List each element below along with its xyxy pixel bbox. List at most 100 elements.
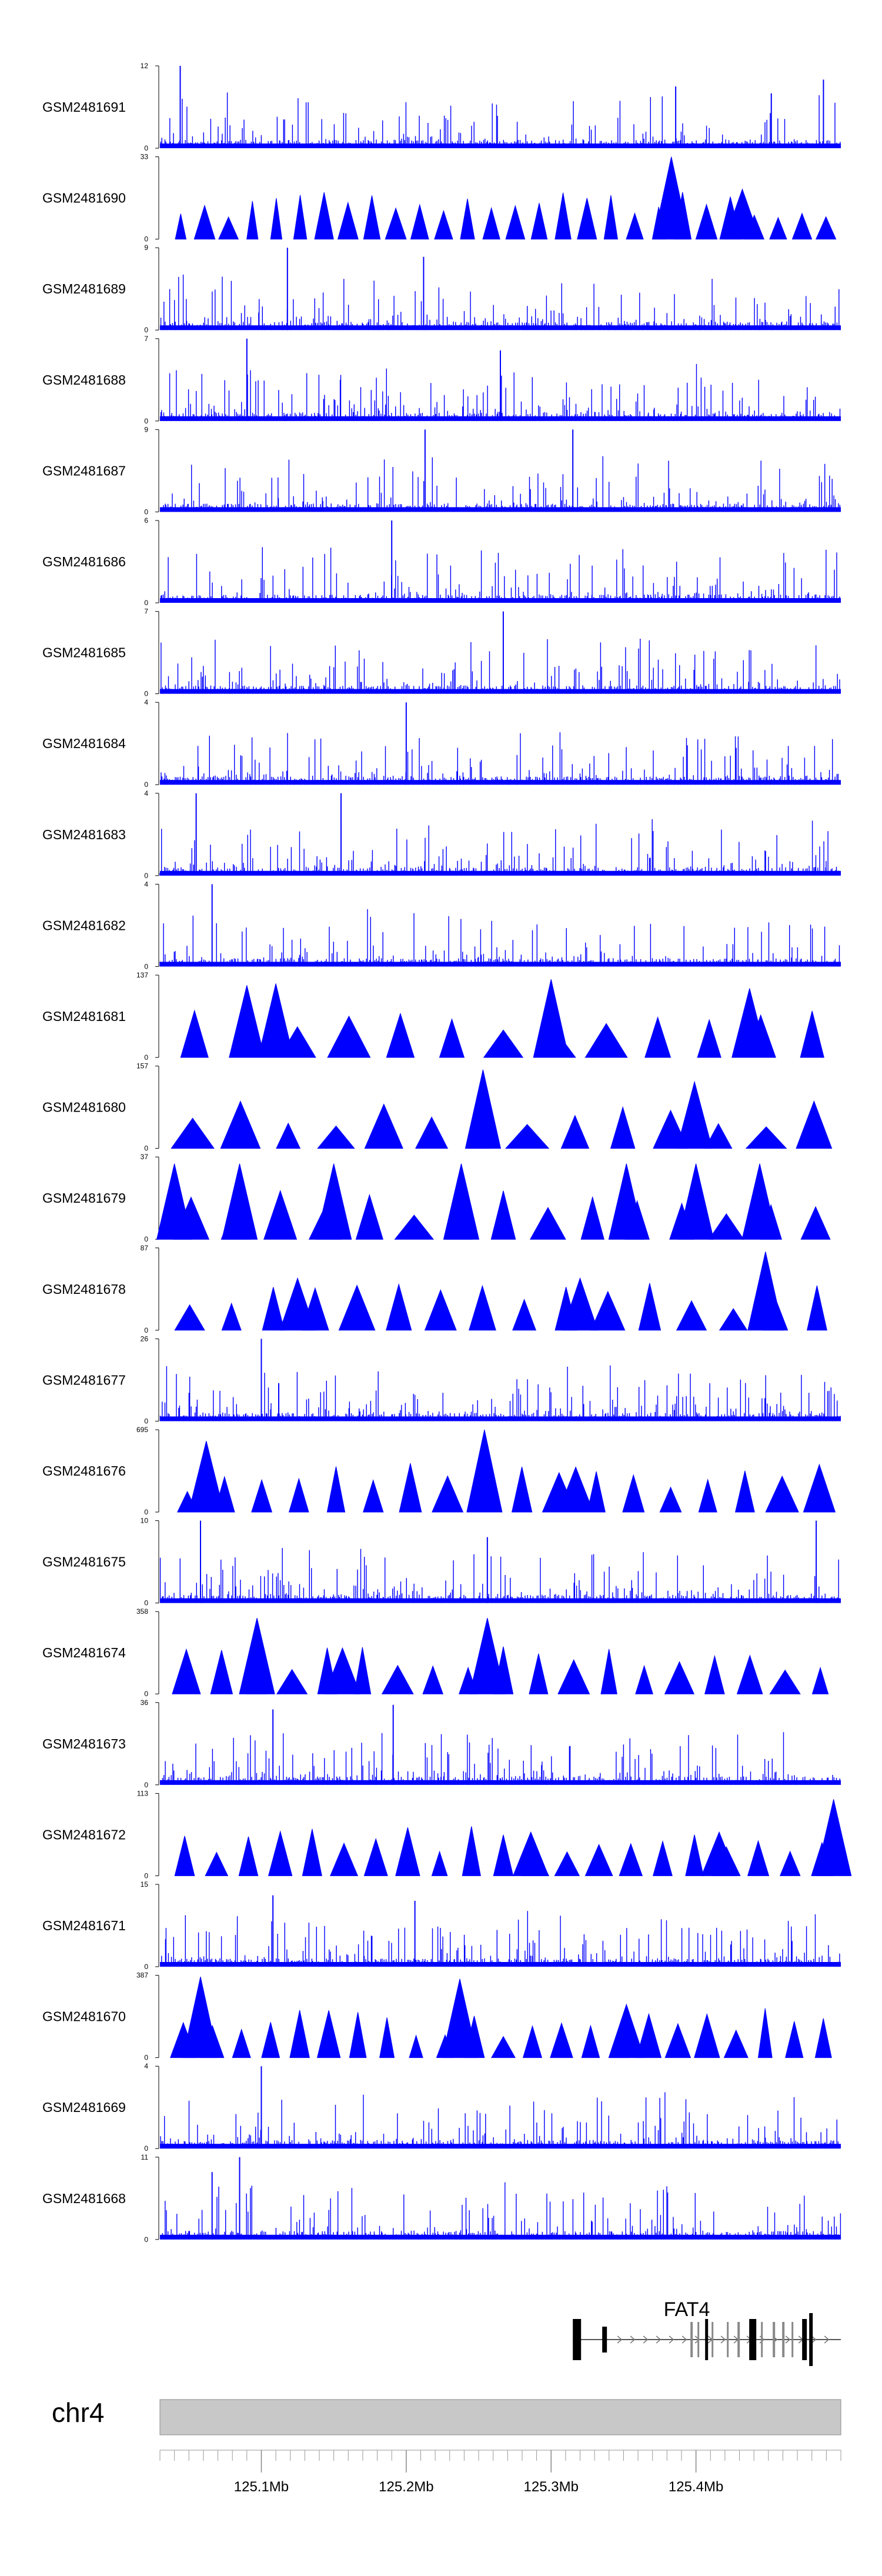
gene-exon — [705, 2319, 709, 2360]
track-GSM2481670: GSM2481670 387 0 — [42, 1971, 832, 2062]
coverage-texture — [170, 2008, 832, 2058]
gene-exon — [573, 2319, 582, 2360]
coverage-peak — [676, 1080, 713, 1149]
coverage-peak — [469, 1618, 506, 1694]
strand-arrow — [656, 2335, 662, 2344]
coverage-peak — [512, 1831, 549, 1876]
track-label: GSM2481671 — [42, 1918, 126, 1933]
track-label: GSM2481684 — [42, 736, 126, 751]
coverage-peak — [221, 1163, 258, 1240]
track-label: GSM2481669 — [42, 2100, 126, 2115]
gene-exon — [749, 2319, 757, 2360]
coverage-peak — [156, 1163, 193, 1240]
coverage-peak — [747, 1252, 784, 1331]
strand-arrow — [630, 2335, 636, 2344]
y-max-label: 37 — [141, 1153, 149, 1161]
coverage-texture — [160, 2182, 841, 2240]
y-max-label: 15 — [141, 1880, 149, 1888]
coverage-peak — [239, 1618, 275, 1694]
track-GSM2481673: GSM2481673 36 0 — [42, 1699, 841, 1789]
track-GSM2481671: GSM2481671 15 0 — [42, 1880, 841, 1971]
gene-exon — [773, 2322, 776, 2357]
coverage-texture — [160, 1732, 840, 1785]
coverage-peak — [188, 1441, 225, 1513]
coverage-baseline — [160, 598, 841, 603]
y-min-label: 0 — [144, 2054, 148, 2062]
y-max-label: 9 — [144, 243, 148, 252]
coverage-baseline — [160, 1598, 841, 1603]
y-max-label: 4 — [144, 789, 148, 798]
y-max-label: 87 — [141, 1244, 149, 1252]
track-label: GSM2481680 — [42, 1100, 126, 1115]
y-max-label: 6 — [144, 516, 148, 525]
coverage-texture — [177, 1463, 836, 1513]
track-GSM2481684: GSM2481684 4 0 — [42, 698, 841, 789]
coverage-peak — [724, 188, 761, 240]
coverage-texture — [160, 1911, 840, 1967]
track-GSM2481689: GSM2481689 9 0 — [42, 243, 841, 334]
coverage-peak — [465, 1069, 502, 1149]
coverage-baseline — [160, 962, 841, 967]
y-max-label: 9 — [144, 425, 148, 433]
track-label: GSM2481691 — [42, 99, 126, 115]
coverage-baseline — [160, 2144, 841, 2149]
coverage-peak — [258, 983, 294, 1058]
y-min-label: 0 — [144, 144, 148, 152]
gene-exon — [697, 2322, 700, 2357]
y-max-label: 4 — [144, 698, 148, 706]
x-tick-label: 125.2Mb — [379, 2479, 433, 2495]
track-label: GSM2481679 — [42, 1190, 126, 1206]
coverage-peak — [443, 1163, 480, 1240]
track-label: GSM2481685 — [42, 645, 126, 660]
track-GSM2481685: GSM2481685 7 0 — [42, 608, 841, 698]
coverage-peak — [182, 1977, 219, 2058]
coverage-texture — [160, 2092, 840, 2149]
y-min-label: 0 — [144, 690, 148, 698]
y-max-label: 7 — [144, 335, 148, 343]
track-label: GSM2481683 — [42, 827, 126, 842]
gene-track: FAT4 — [573, 2298, 841, 2366]
track-GSM2481669: GSM2481669 4 0 — [42, 2062, 841, 2153]
coverage-baseline — [160, 870, 841, 876]
coverage-texture — [161, 732, 840, 785]
track-label: GSM2481681 — [42, 1009, 126, 1024]
track-GSM2481677: GSM2481677 26 0 — [42, 1334, 841, 1425]
coverage-baseline — [160, 780, 841, 785]
track-GSM2481680: GSM2481680 157 0 — [42, 1062, 833, 1153]
x-tick-label: 125.3Mb — [524, 2479, 579, 2495]
track-label: GSM2481688 — [42, 372, 126, 388]
y-max-label: 12 — [141, 62, 149, 70]
data-tracks: GSM2481691120GSM2481690330GSM248168990GS… — [42, 62, 852, 2244]
y-max-label: 36 — [141, 1699, 149, 1707]
strand-arrow — [785, 2335, 791, 2344]
track-label: GSM2481668 — [42, 2191, 126, 2206]
coverage-texture — [161, 547, 840, 603]
x-tick-label: 125.4Mb — [669, 2479, 723, 2495]
gene-model-fat4 — [573, 2313, 841, 2366]
track-GSM2481679: GSM2481679 37 0 — [42, 1153, 831, 1243]
coverage-baseline — [160, 144, 841, 148]
coverage-texture — [159, 909, 840, 967]
y-max-label: 157 — [136, 1062, 148, 1070]
coverage-baseline — [160, 507, 841, 512]
coverage-texture — [175, 192, 837, 240]
y-min-label: 0 — [144, 508, 148, 516]
track-GSM2481672: GSM2481672 113 0 — [42, 1789, 852, 1880]
coverage-peak — [701, 1831, 737, 1876]
y-max-label: 387 — [136, 1971, 148, 1980]
track-label: GSM2481682 — [42, 917, 126, 933]
track-label: GSM2481676 — [42, 1463, 126, 1479]
gene-exon — [711, 2322, 714, 2357]
strand-arrow — [617, 2335, 623, 2344]
gene-exon — [737, 2322, 740, 2357]
y-min-label: 0 — [144, 1690, 148, 1698]
y-min-label: 0 — [144, 235, 148, 243]
gene-exon — [602, 2327, 607, 2353]
y-max-label: 26 — [141, 1334, 149, 1343]
y-min-label: 0 — [144, 1508, 148, 1516]
gene-exon — [782, 2322, 785, 2357]
chromosome-label: chr4 — [52, 2397, 104, 2428]
track-label: GSM2481675 — [42, 1554, 126, 1570]
coverage-peak — [731, 988, 768, 1058]
y-min-label: 0 — [144, 2144, 148, 2153]
